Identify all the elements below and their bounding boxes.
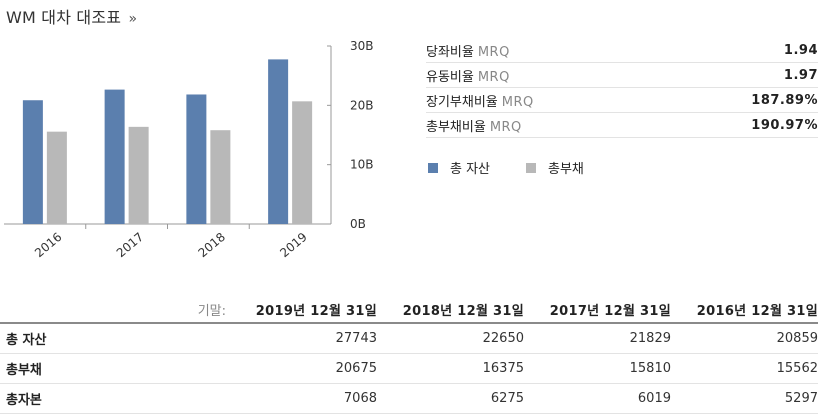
legend-swatch	[526, 162, 537, 173]
legend-swatch	[428, 162, 438, 173]
bar-total-liabilities	[46, 131, 67, 224]
ratio-name: 유동비율	[426, 69, 474, 85]
y-tick-label: 30B	[350, 39, 374, 53]
ratio-row-total-debt: 총부채비율 MRQ 190.97%	[426, 113, 818, 138]
bar-total-liabilities	[128, 126, 149, 224]
table-cell: 15562	[776, 361, 818, 376]
ratio-list: 당좌비율 MRQ 1.94 유동비율 MRQ 1.97 장기부채비율 MRQ 187.…	[426, 38, 818, 138]
row-label: 총부채	[6, 363, 42, 378]
table-cell: 22650	[482, 331, 524, 346]
bar-total-liabilities	[292, 101, 313, 224]
ratio-row-current: 유동비율 MRQ 1.97	[426, 63, 818, 88]
ratio-name: 당좌비율	[426, 44, 474, 60]
table-cell: 5297	[784, 391, 818, 406]
period-label: 기말:	[197, 303, 226, 319]
chart-legend: 총 자산 총부채	[428, 158, 620, 177]
x-tick-label: 2016	[32, 230, 64, 260]
row-label: 총자본	[6, 393, 42, 408]
bar-total-assets	[186, 94, 207, 225]
bar-total-assets	[22, 100, 43, 224]
column-header: 2017년 12월 31일	[549, 303, 671, 319]
legend-label: 총 자산	[450, 162, 491, 177]
y-tick-label: 0B	[350, 217, 366, 231]
x-tick-label: 2018	[196, 230, 228, 260]
row-label: 총 자산	[6, 333, 47, 348]
ratio-tag: MRQ	[489, 119, 522, 135]
ratio-tag: MRQ	[477, 44, 510, 60]
table-cell: 15810	[629, 361, 671, 376]
legend-item-total-liabilities: 총부채	[526, 158, 584, 177]
legend-label: 총부채	[548, 162, 584, 177]
ratio-value: 187.89%	[751, 92, 818, 108]
bar-total-assets	[104, 89, 125, 224]
column-header: 2018년 12월 31일	[402, 303, 524, 319]
x-tick-label: 2017	[114, 230, 146, 260]
table-cell: 6019	[637, 391, 671, 406]
ratio-value: 1.94	[783, 42, 818, 58]
ratio-value: 190.97%	[751, 117, 818, 133]
table-header: 기말: 2019년 12월 31일 2018년 12월 31일 2017년 12…	[0, 296, 818, 324]
table-row: 총부채 20675 16375 15810 15562	[0, 354, 818, 384]
table-row: 총자본 7068 6275 6019 5297	[0, 384, 818, 414]
table-cell: 6275	[490, 391, 524, 406]
ratio-value: 1.97	[783, 67, 818, 83]
y-tick-label: 20B	[350, 98, 374, 112]
x-tick-label: 2019	[277, 230, 309, 260]
balance-sheet-chart: 0B 10B 20B 30B 2016 2017 2018 2019	[4, 39, 374, 260]
bar-total-assets	[268, 59, 289, 224]
ratio-tag: MRQ	[501, 94, 534, 110]
table-cell: 7068	[343, 391, 377, 406]
y-tick-label: 10B	[350, 158, 374, 172]
balance-table: 기말: 2019년 12월 31일 2018년 12월 31일 2017년 12…	[0, 296, 818, 414]
table-row: 총 자산 27743 22650 21829 20859	[0, 324, 818, 354]
ratio-name: 장기부채비율	[426, 94, 498, 110]
bar-total-liabilities	[210, 130, 231, 224]
ratio-row-long-term-debt: 장기부채비율 MRQ 187.89%	[426, 88, 818, 113]
table-cell: 20675	[335, 361, 377, 376]
legend-item-total-assets: 총 자산	[428, 158, 490, 177]
table-cell: 16375	[482, 361, 524, 376]
ratio-tag: MRQ	[477, 69, 510, 85]
page-title-text: WM 대차 대조표	[6, 8, 122, 27]
page-title[interactable]: WM 대차 대조표 »	[6, 4, 137, 28]
table-cell: 27743	[335, 331, 377, 346]
table-cell: 20859	[776, 331, 818, 346]
table-cell: 21829	[629, 331, 671, 346]
more-arrow-icon[interactable]: »	[128, 11, 138, 27]
column-header: 2019년 12월 31일	[255, 303, 377, 319]
ratio-row-quick: 당좌비율 MRQ 1.94	[426, 38, 818, 63]
ratio-name: 총부채비율	[426, 119, 486, 135]
column-header: 2016년 12월 31일	[696, 303, 818, 319]
